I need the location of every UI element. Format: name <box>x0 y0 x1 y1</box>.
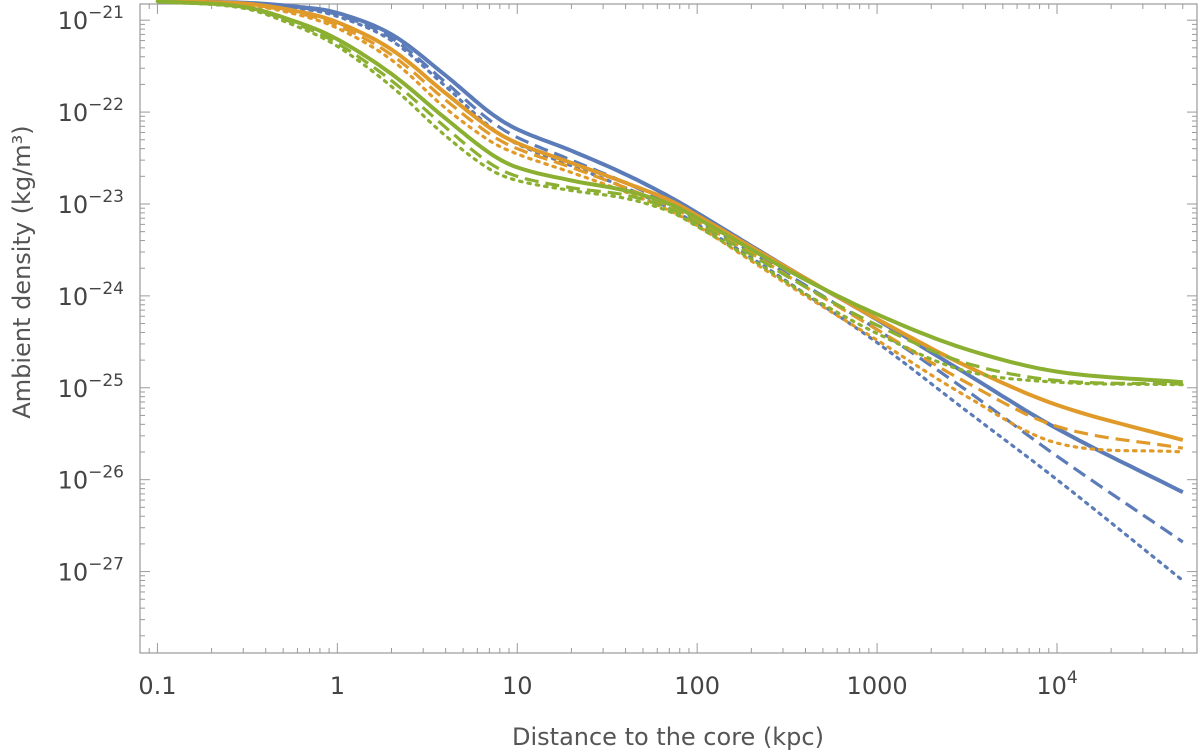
y-tick-label: 10−21 <box>58 3 124 35</box>
x-tick-label: 100 <box>674 672 720 700</box>
y-tick-label: 10−26 <box>58 463 124 495</box>
x-tick-label: 1000 <box>847 672 908 700</box>
plot-frame <box>139 3 1198 654</box>
x-tick-label: 10 <box>502 672 533 700</box>
x-tick-label: 1 <box>330 672 345 700</box>
x-tick-label: 0.1 <box>138 672 176 700</box>
series-layer <box>155 0 1185 583</box>
series-line-green-dashed <box>157 0 1183 386</box>
y-tick-label: 10−22 <box>58 95 124 127</box>
y-tick-label: 10−25 <box>58 371 124 403</box>
tick-labels: 0.1 1 10 100 1000 104 10−21 10−22 10−23 10−24 10−2… <box>58 3 1078 700</box>
y-tick-label: 10−23 <box>58 187 124 219</box>
series-line-orange-dotted <box>155 0 1185 454</box>
y-tick-label: 10−27 <box>58 555 124 587</box>
series-line-green-solid <box>157 0 1183 385</box>
series-line-green-dotted <box>155 0 1185 387</box>
axis-ticks <box>139 4 1198 653</box>
x-tick-label: 104 <box>1036 668 1077 700</box>
series-line-orange-dashed <box>157 0 1184 450</box>
x-axis-title: Distance to the core (kpc) <box>512 723 824 751</box>
series-line-orange-solid <box>157 0 1184 442</box>
y-axis-title: Ambient density (kg/m³) <box>8 125 36 418</box>
y-tick-label: 10−24 <box>58 279 124 311</box>
